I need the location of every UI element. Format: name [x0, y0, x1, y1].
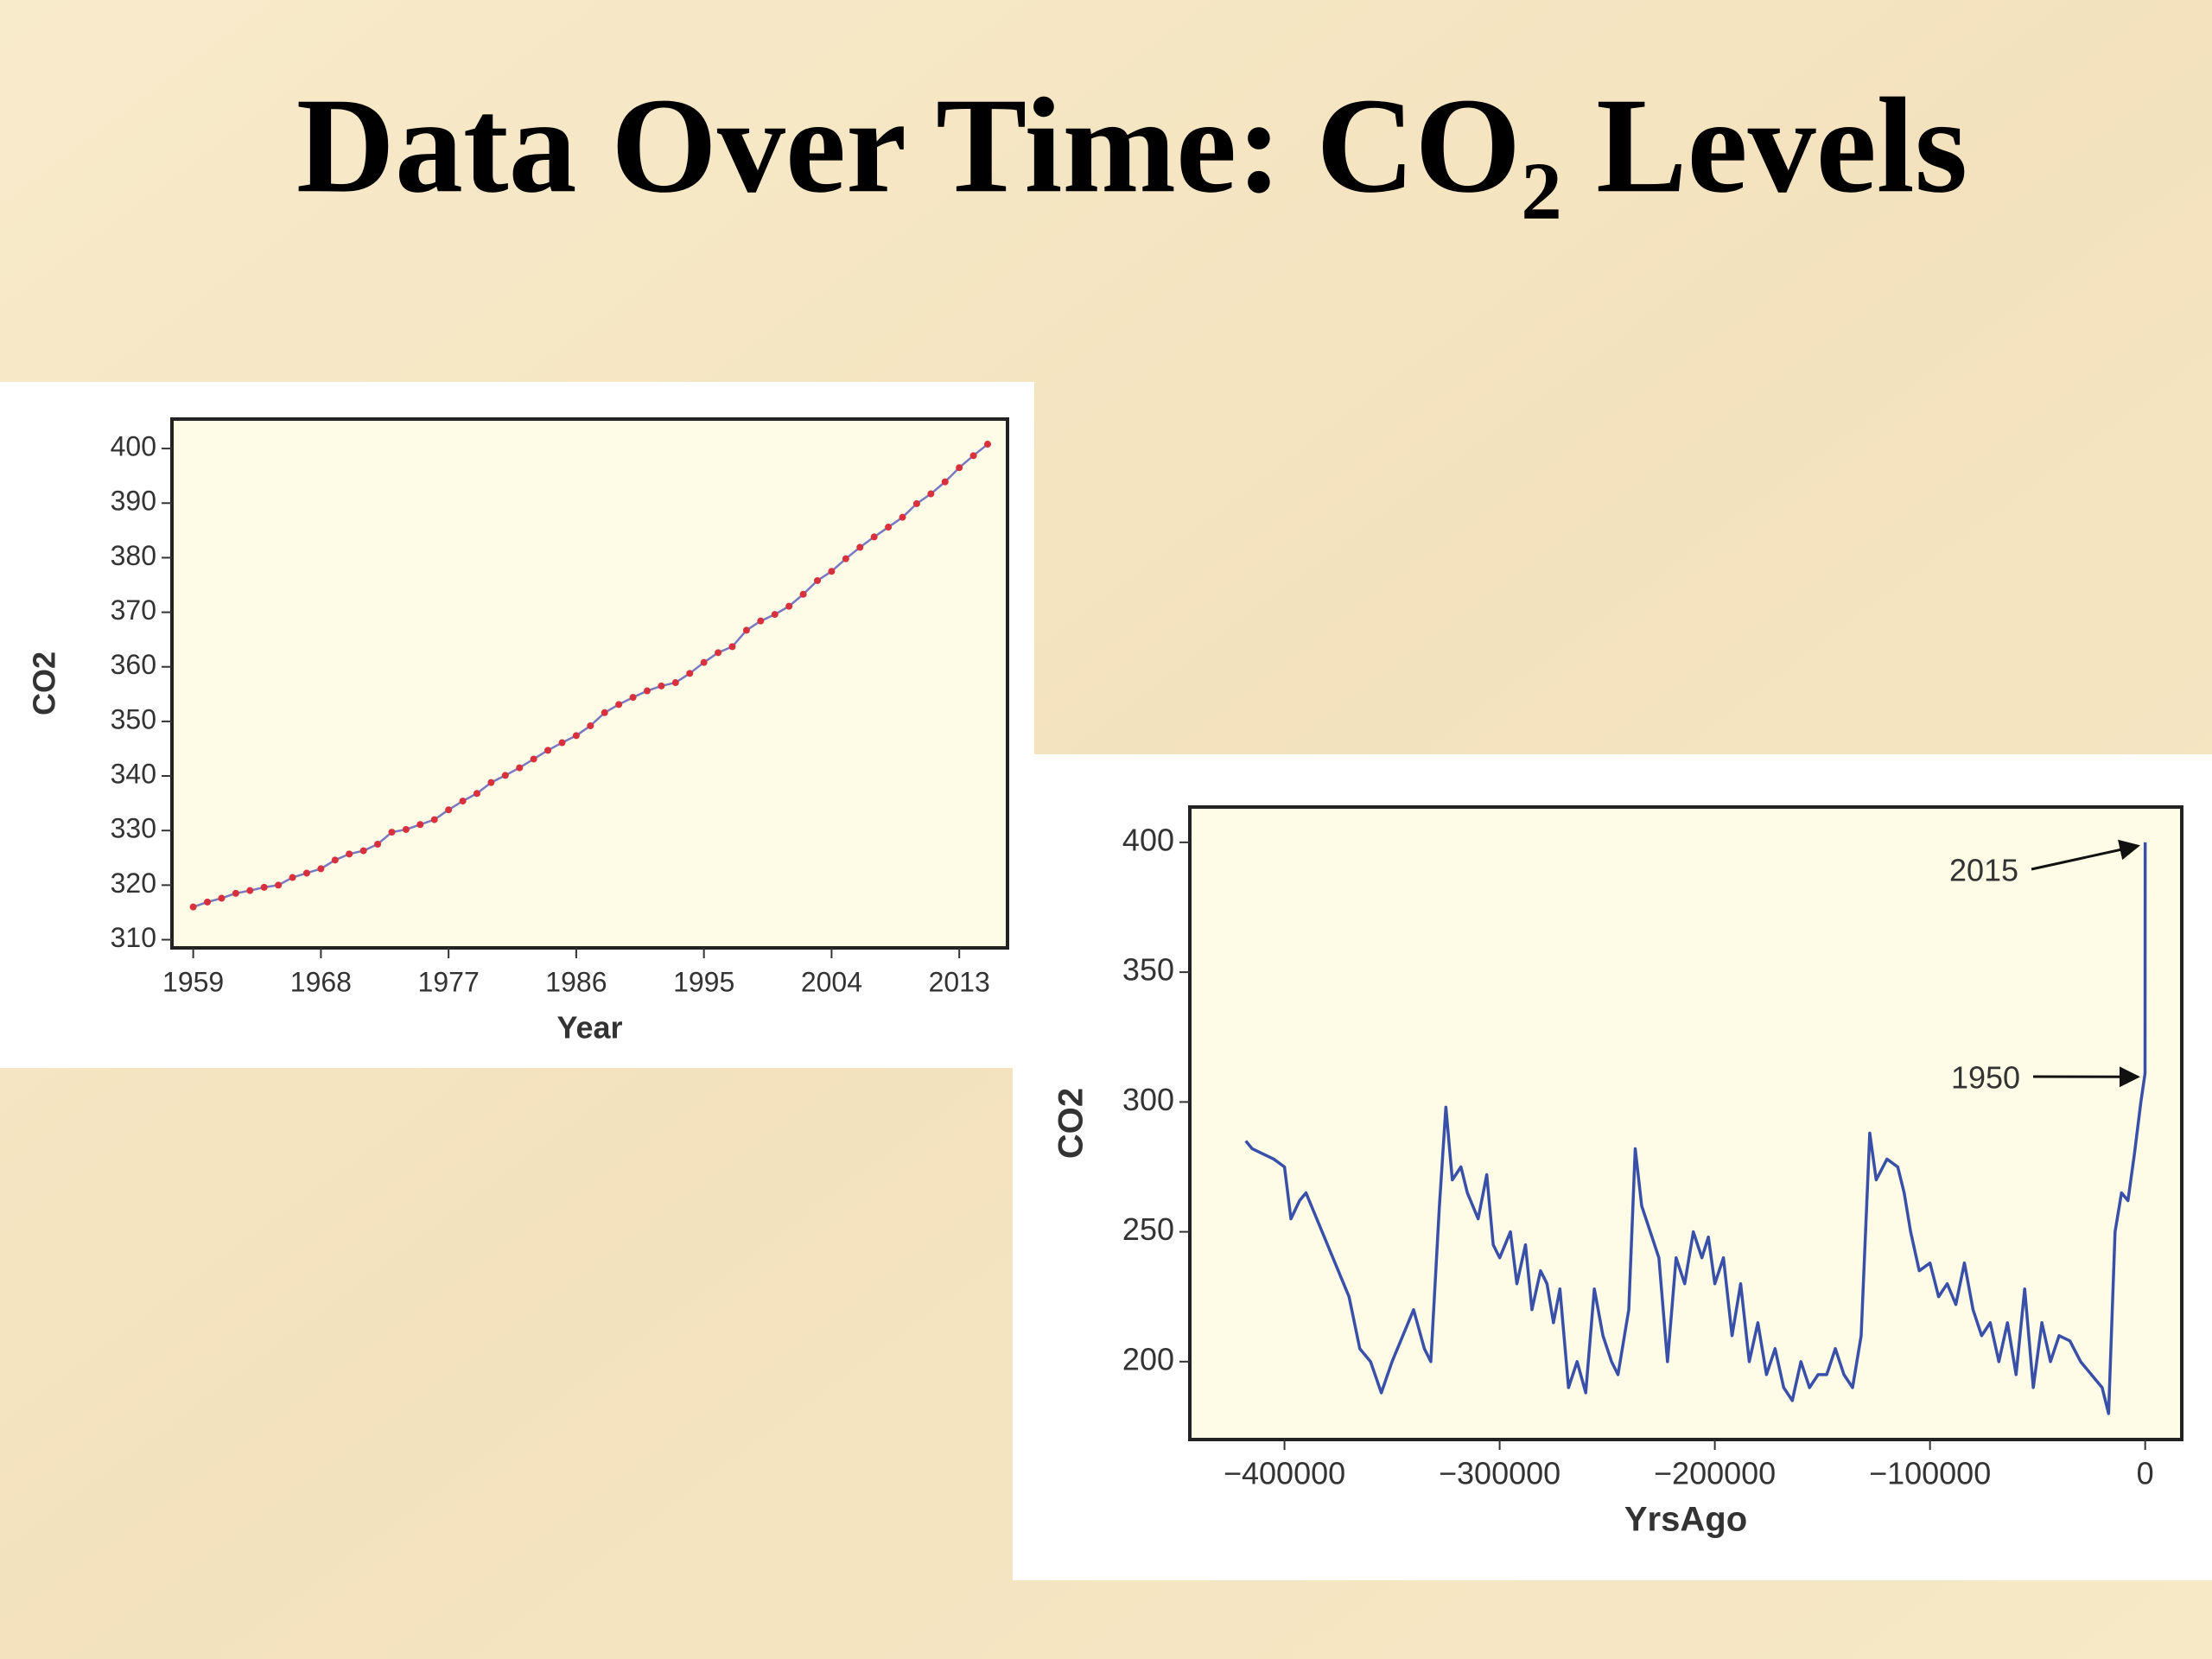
data-point — [615, 701, 623, 709]
data-point — [558, 739, 566, 747]
y-tick-label: 200 — [1122, 1341, 1174, 1376]
data-point — [260, 883, 268, 891]
data-point — [601, 709, 608, 716]
x-tick-label: 1986 — [545, 966, 607, 997]
data-point — [232, 889, 239, 897]
data-point — [814, 576, 822, 584]
y-tick-label: 380 — [111, 540, 156, 571]
data-point — [885, 524, 893, 531]
data-point — [459, 798, 467, 805]
x-tick-label: 1995 — [673, 966, 734, 997]
y-tick-label: 350 — [111, 703, 156, 734]
slide-title: Data Over Time: CO₂ Levels — [296, 70, 1967, 221]
x-tick-label: −100000 — [1869, 1456, 1991, 1491]
y-tick-label: 250 — [1122, 1211, 1174, 1247]
data-point — [686, 670, 694, 677]
y-tick-label: 350 — [1122, 952, 1174, 988]
data-point — [487, 779, 495, 786]
plot-area — [170, 417, 1009, 950]
data-point — [842, 555, 849, 563]
data-point — [785, 602, 793, 610]
data-point — [388, 829, 396, 836]
y-axis-label: CO2 — [1052, 1088, 1090, 1159]
data-point — [799, 590, 807, 598]
data-point — [757, 617, 765, 625]
data-point — [359, 847, 367, 855]
data-point — [728, 643, 736, 651]
data-point — [218, 894, 226, 902]
data-point — [700, 658, 708, 666]
y-tick-label: 320 — [111, 868, 156, 899]
y-tick-label: 340 — [111, 759, 156, 790]
x-tick-label: −200000 — [1654, 1456, 1776, 1491]
y-tick-label: 400 — [111, 431, 156, 462]
data-point — [828, 568, 836, 575]
data-point — [715, 649, 722, 657]
x-tick-label: 1968 — [290, 966, 352, 997]
data-point — [927, 490, 935, 498]
data-point — [771, 611, 779, 619]
data-point — [189, 903, 197, 911]
data-point — [969, 452, 977, 460]
plot-area — [1188, 805, 2183, 1441]
data-point — [346, 850, 353, 858]
data-point — [941, 478, 949, 486]
y-tick-label: 360 — [111, 649, 156, 680]
x-tick-label: −300000 — [1439, 1456, 1560, 1491]
data-point — [643, 687, 651, 695]
annotation: 1950 — [1951, 1060, 2020, 1096]
data-point — [984, 441, 992, 448]
x-tick-label: 2004 — [801, 966, 862, 997]
data-point — [246, 887, 254, 894]
data-point — [516, 764, 524, 772]
data-point — [671, 679, 679, 687]
x-tick-label: 0 — [2137, 1456, 2154, 1491]
x-tick-label: 1977 — [418, 966, 480, 997]
data-point — [501, 772, 509, 779]
y-axis-label: CO2 — [27, 652, 62, 715]
data-point — [912, 499, 920, 507]
y-tick-label: 330 — [111, 813, 156, 844]
y-tick-label: 390 — [111, 486, 156, 517]
x-axis-label: YrsAgo — [1624, 1501, 1747, 1539]
data-point — [204, 898, 212, 906]
y-tick-label: 300 — [1122, 1082, 1174, 1117]
data-point — [416, 821, 424, 829]
data-point — [430, 816, 438, 823]
annotation-arrow — [2031, 839, 2141, 871]
data-point — [899, 513, 906, 521]
data-point — [289, 874, 296, 881]
y-tick-label: 400 — [1122, 822, 1174, 857]
data-point — [856, 543, 864, 551]
x-tick-label: 2013 — [929, 966, 990, 997]
data-point — [658, 682, 665, 690]
y-tick-label: 370 — [111, 594, 156, 626]
x-tick-label: −400000 — [1224, 1456, 1345, 1491]
data-point — [544, 747, 552, 754]
data-point — [530, 755, 537, 763]
annotation: 2015 — [1949, 853, 2018, 888]
data-point — [956, 464, 963, 472]
data-point — [317, 865, 325, 873]
data-point — [302, 869, 310, 877]
data-point — [742, 626, 750, 634]
x-tick-label: 1959 — [162, 966, 224, 997]
y-tick-label: 310 — [111, 922, 156, 953]
data-point — [870, 533, 878, 541]
data-point — [374, 841, 382, 848]
data-line — [1244, 842, 2147, 1415]
data-point — [402, 825, 410, 833]
data-point — [275, 881, 283, 889]
data-point — [331, 856, 339, 864]
data-point — [445, 806, 453, 814]
data-point — [629, 694, 637, 702]
data-point — [473, 790, 480, 798]
data-point — [572, 732, 580, 740]
data-point — [587, 721, 594, 729]
x-axis-label: Year — [556, 1010, 622, 1046]
